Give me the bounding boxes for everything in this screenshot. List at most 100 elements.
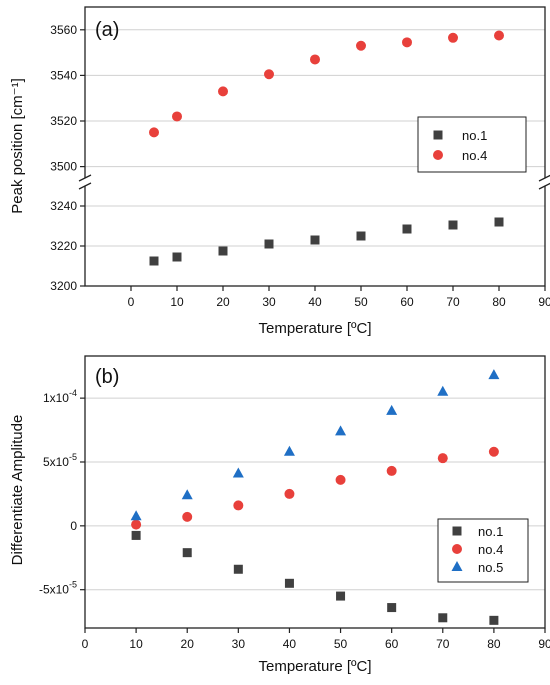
a-break-gap xyxy=(81,178,549,186)
a-point-no.4 xyxy=(356,40,366,51)
a-point-no.1 xyxy=(494,217,504,227)
a-legend-marker-no.1 xyxy=(433,130,443,140)
b-point-no.4 xyxy=(437,453,448,464)
b-y-tick-exponent: -5 xyxy=(69,580,77,590)
b-x-tick-label: 40 xyxy=(283,637,297,651)
b-point-no.5 xyxy=(130,510,142,521)
b-legend-label: no.1 xyxy=(478,524,503,539)
a-point-no.1 xyxy=(149,256,159,266)
a-y-tick-label: 3520 xyxy=(50,114,77,128)
b-y-tick-label: 5x10-5 xyxy=(43,452,77,469)
b-panel-label: (b) xyxy=(95,366,119,388)
a-point-no.4 xyxy=(149,127,159,138)
b-y-tick-base: 5x10 xyxy=(43,455,69,469)
b-point-no.1 xyxy=(489,615,499,625)
a-legend-label: no.4 xyxy=(462,148,487,163)
b-point-no.4 xyxy=(182,511,193,522)
a-point-no.4 xyxy=(172,111,182,122)
b-x-tick-label: 10 xyxy=(129,637,143,651)
a-point-no.1 xyxy=(310,235,320,245)
a-point-no.1 xyxy=(402,224,412,234)
a-y-tick-label: 3560 xyxy=(50,23,77,37)
a-point-no.1 xyxy=(264,239,274,249)
b-x-tick-label: 80 xyxy=(487,637,501,651)
a-x-tick-label: 90 xyxy=(538,295,550,309)
a-point-no.4 xyxy=(494,30,504,41)
b-legend-marker-no.5 xyxy=(451,561,463,571)
a-x-tick-label: 10 xyxy=(170,295,184,309)
b-point-no.1 xyxy=(387,603,397,613)
a-y-tick-label: 3500 xyxy=(50,160,77,174)
a-x-tick-label: 70 xyxy=(446,295,460,309)
a-x-tick-label: 40 xyxy=(308,295,322,309)
b-y-tick-exponent: -4 xyxy=(69,388,77,398)
b-y-tick-label: -5x10-5 xyxy=(39,580,77,597)
a-x-axis-label: Temperature [ºC] xyxy=(258,320,371,337)
a-point-no.4 xyxy=(218,86,228,97)
b-point-no.5 xyxy=(437,385,449,396)
a-y-tick-label: 3240 xyxy=(50,199,77,213)
a-legend-box xyxy=(417,116,527,173)
a-point-no.4 xyxy=(448,32,458,43)
a-point-no.4 xyxy=(402,37,412,48)
b-point-no.5 xyxy=(232,467,244,478)
b-x-tick-label: 0 xyxy=(82,637,89,651)
a-y-axis-label: Peak position [cm⁻¹] xyxy=(9,78,26,213)
a-point-no.1 xyxy=(448,220,458,230)
b-x-tick-label: 60 xyxy=(385,637,399,651)
b-legend-label: no.4 xyxy=(478,542,503,557)
b-point-no.5 xyxy=(488,369,500,380)
b-x-tick-label: 70 xyxy=(436,637,450,651)
b-point-no.1 xyxy=(284,578,294,588)
b-y-tick-base: 1x10 xyxy=(43,391,69,405)
a-y-tick-label: 3540 xyxy=(50,68,77,82)
b-x-tick-label: 50 xyxy=(334,637,348,651)
b-x-tick-label: 20 xyxy=(181,637,195,651)
b-y-tick-label: 0 xyxy=(70,519,77,533)
a-legend-label: no.1 xyxy=(462,128,487,143)
b-point-no.5 xyxy=(283,445,295,456)
b-legend-label: no.5 xyxy=(478,560,503,575)
a-point-no.1 xyxy=(172,252,182,262)
a-y-tick-label: 3220 xyxy=(50,239,77,253)
b-x-tick-label: 90 xyxy=(538,637,550,651)
panel-a: 3200 3220 3240 3500 3520 3540 3560 0 10 20 30 40 50 6… xyxy=(9,6,550,337)
b-plot-frame xyxy=(84,355,546,629)
b-point-no.4 xyxy=(386,465,397,476)
a-point-no.4 xyxy=(310,54,320,65)
b-legend-marker-no.4 xyxy=(452,544,462,554)
a-x-tick-label: 50 xyxy=(354,295,368,309)
b-point-no.1 xyxy=(182,548,192,558)
b-point-no.4 xyxy=(233,500,244,511)
b-y-tick-base: 0 xyxy=(70,519,77,533)
b-point-no.4 xyxy=(131,519,142,530)
b-y-axis-label: Differentiate Amplitude xyxy=(9,415,26,566)
b-legend: no.1 no.4 no.5 xyxy=(437,518,529,583)
b-point-no.4 xyxy=(284,488,295,499)
b-y-tick-base: -5x10 xyxy=(39,583,69,597)
a-break-mark xyxy=(78,182,92,190)
b-point-no.5 xyxy=(335,425,347,436)
a-panel-label: (a) xyxy=(95,19,119,41)
a-y-tick-label: 3200 xyxy=(50,279,77,293)
b-legend-marker-no.1 xyxy=(452,526,462,536)
b-point-no.1 xyxy=(233,564,243,574)
b-point-no.4 xyxy=(335,474,346,485)
a-break-mark xyxy=(538,182,550,190)
a-x-tick-label: 20 xyxy=(216,295,230,309)
a-break-mark xyxy=(78,174,92,182)
a-x-tick-label: 0 xyxy=(128,295,135,309)
b-y-tick-label: 1x10-4 xyxy=(43,388,77,405)
a-x-tick-label: 60 xyxy=(400,295,414,309)
a-x-tick-label: 80 xyxy=(492,295,506,309)
b-point-no.1 xyxy=(131,530,141,540)
b-x-axis-label: Temperature [ºC] xyxy=(258,658,371,675)
a-point-no.1 xyxy=(218,246,228,256)
a-legend-marker-no.4 xyxy=(433,150,443,160)
b-point-no.4 xyxy=(488,446,499,457)
b-y-tick-exponent: -5 xyxy=(69,452,77,462)
a-legend: no.1 no.4 xyxy=(417,116,527,173)
b-point-no.1 xyxy=(438,613,448,623)
